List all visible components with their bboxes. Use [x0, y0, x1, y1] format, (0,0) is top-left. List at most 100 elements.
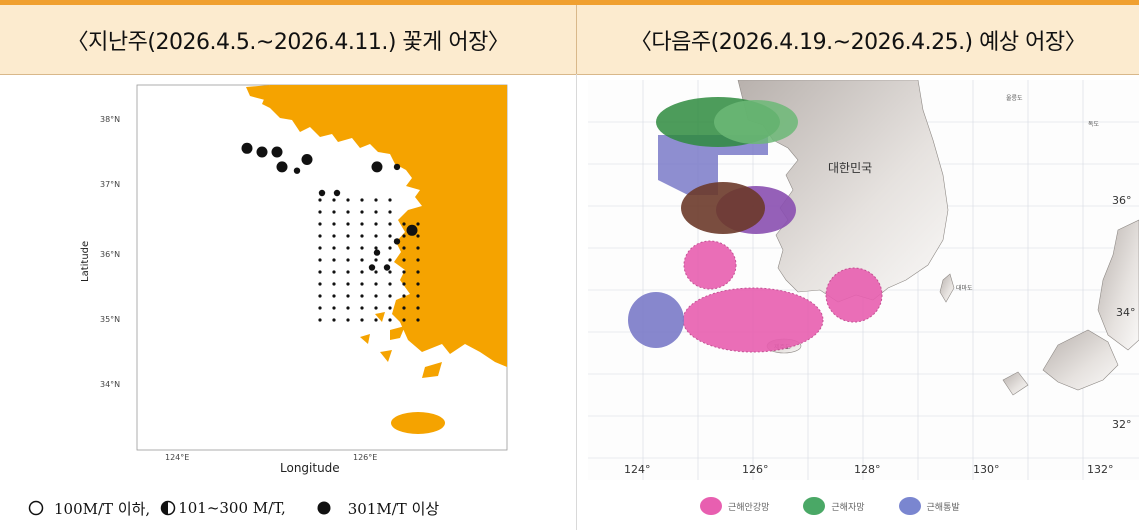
lat-tick: 37°N — [100, 180, 120, 189]
y-axis-label: Latitude — [80, 241, 91, 282]
sampling-dot — [388, 222, 392, 226]
sampling-dot — [360, 222, 364, 226]
catch-point-medium — [293, 167, 301, 174]
sampling-dot — [318, 318, 322, 322]
sampling-dot — [346, 198, 350, 202]
sampling-dot — [318, 294, 322, 298]
last-week-catch-map: 38°N 37°N 36°N 35°N 34°N Latitude 124°E … — [80, 84, 508, 475]
right-panel-title: 〈다음주(2026.4.19.~2026.4.25.) 예상 어장〉 — [577, 5, 1139, 75]
lat-tick: 34°N — [100, 380, 120, 389]
green-swatch-icon — [803, 497, 826, 515]
sampling-dot — [318, 222, 322, 226]
lat-tick: 36°N — [100, 250, 120, 259]
sampling-dot — [346, 210, 350, 214]
lat-tick: 36° — [1112, 194, 1132, 207]
lon-tick: 126° — [742, 463, 769, 476]
sampling-dot — [388, 210, 392, 214]
sampling-dot — [360, 318, 364, 322]
country-label: 대한민국 — [828, 161, 872, 175]
catch-point-large — [301, 154, 313, 165]
sampling-dot — [374, 198, 378, 202]
sampling-dot — [346, 294, 350, 298]
x-axis-label: Longitude — [280, 461, 340, 475]
sampling-dot — [332, 318, 336, 322]
sampling-dot — [332, 234, 336, 238]
legend-large-label: 301M/T 이상 — [347, 499, 440, 518]
sampling-dot — [332, 306, 336, 310]
lat-ticks: 38°N 37°N 36°N 35°N 34°N — [100, 115, 120, 389]
catch-point-medium — [318, 189, 326, 197]
sampling-dot — [332, 198, 336, 202]
catch-point-large — [371, 161, 383, 173]
lon-ticks: 124°E 126°E — [165, 453, 377, 462]
sampling-dot — [402, 258, 406, 262]
place-label-ulleungdo: 울릉도 — [1006, 95, 1023, 102]
sampling-dot — [416, 318, 420, 322]
sampling-dot — [360, 246, 364, 250]
sampling-dot — [346, 306, 350, 310]
legend-label: 근해통발 — [926, 502, 960, 513]
zone-blue-north — [658, 135, 768, 195]
zone-pink-mid — [683, 240, 737, 290]
sampling-dot — [374, 246, 378, 250]
sampling-dot — [360, 294, 364, 298]
place-label-tsushima: 대마도 — [956, 284, 973, 292]
catch-point-large — [256, 146, 268, 158]
sampling-dot — [360, 270, 364, 274]
catch-point-large — [406, 224, 418, 236]
catch-point-medium — [393, 163, 401, 171]
catch-point-medium — [368, 264, 376, 271]
sampling-dot — [332, 246, 336, 250]
sampling-dot — [388, 258, 392, 262]
sampling-dot — [318, 270, 322, 274]
sampling-dot — [416, 234, 420, 238]
lon-tick: 124° — [624, 463, 651, 476]
lon-tick: 126°E — [353, 453, 377, 462]
sampling-dot — [416, 306, 420, 310]
sampling-dot — [416, 282, 420, 286]
sampling-dot — [388, 234, 392, 238]
catch-point-large — [271, 146, 283, 158]
sampling-dot — [374, 258, 378, 262]
sampling-dot — [318, 210, 322, 214]
legend-medium-label: 101~300 M/T, — [178, 499, 286, 517]
catch-point-medium — [393, 238, 401, 245]
catch-point-large — [276, 161, 288, 173]
zone-brown — [681, 182, 765, 234]
sampling-dot — [388, 198, 392, 202]
sampling-dot — [374, 222, 378, 226]
right-lat-ticks: 36° 34° 32° — [1112, 194, 1136, 431]
sampling-dot — [360, 282, 364, 286]
sampling-dot — [318, 246, 322, 250]
catch-point-large — [241, 142, 253, 154]
sampling-dot — [374, 306, 378, 310]
lon-tick: 130° — [973, 463, 1000, 476]
catch-point-medium — [333, 189, 341, 197]
sampling-dot — [346, 222, 350, 226]
sampling-dot — [346, 234, 350, 238]
sampling-dot — [416, 246, 420, 250]
sampling-dot — [346, 282, 350, 286]
lon-tick: 128° — [854, 463, 881, 476]
top-accent-line — [0, 0, 1139, 5]
legend-label: 근해자망 — [831, 502, 865, 513]
legend-item: 근해통발 — [898, 497, 960, 515]
sampling-dot — [402, 234, 406, 238]
sampling-dot — [402, 318, 406, 322]
sampling-dot — [416, 258, 420, 262]
land-mass — [246, 85, 507, 434]
sampling-dot — [388, 270, 392, 274]
sampling-dot — [374, 294, 378, 298]
fishery-type-legend: 근해안강망 근해자망 근해통발 — [700, 493, 1120, 519]
zone-green-light — [714, 100, 798, 144]
catch-point-medium — [383, 264, 391, 271]
half-filled-circle-icon — [160, 500, 176, 516]
panel-divider — [576, 74, 577, 530]
sampling-dot — [388, 318, 392, 322]
catch-size-legend: 100M/T 이하, 101~300 M/T, 301M/T 이상 — [28, 493, 568, 523]
blue-swatch-icon — [898, 497, 921, 515]
right-lon-ticks: 124° 126° 128° 130° 132° — [624, 463, 1114, 476]
sampling-dot — [346, 246, 350, 250]
sampling-dot — [416, 294, 420, 298]
